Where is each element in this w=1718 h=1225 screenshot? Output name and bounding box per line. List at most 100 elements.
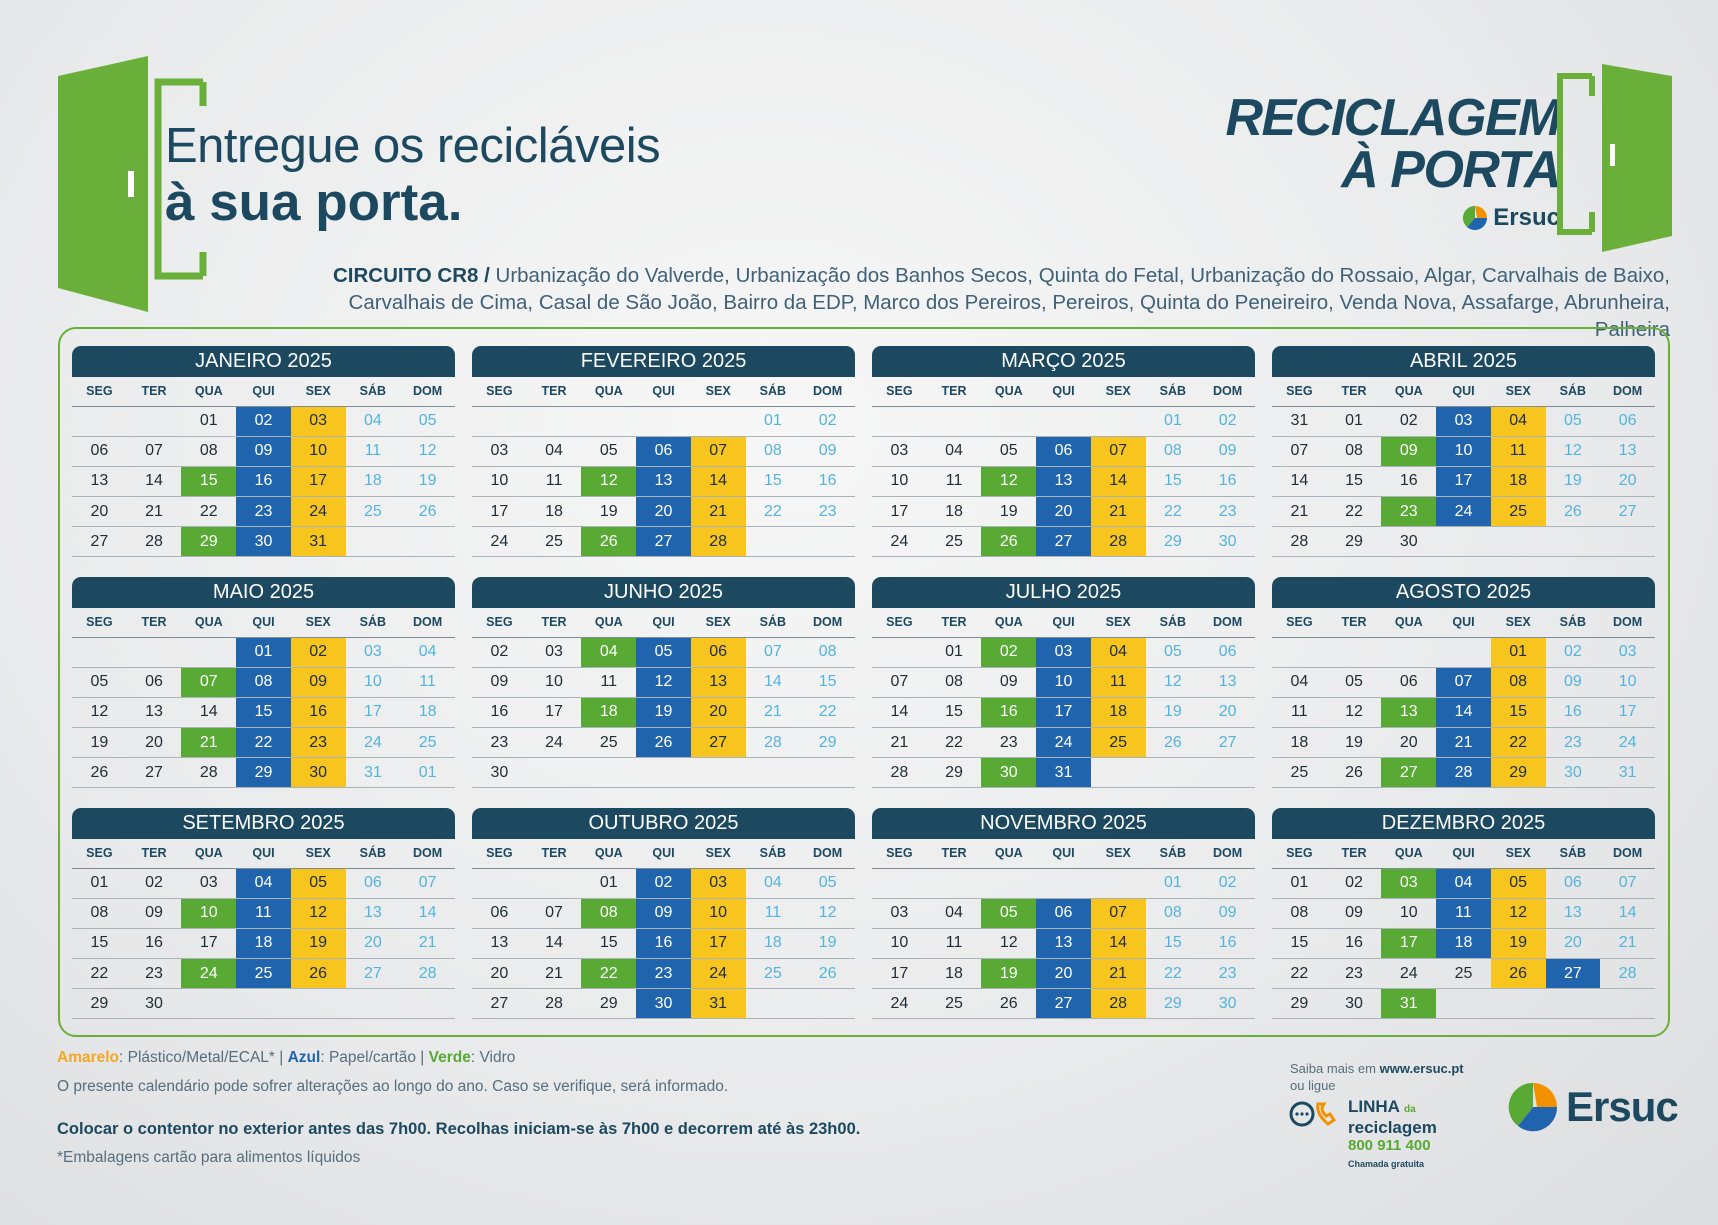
day-cell: 08 [181, 436, 237, 467]
day-cell [800, 988, 855, 1020]
day-cell: 14 [1272, 466, 1327, 498]
day-cell: 17 [1036, 697, 1091, 729]
day-number: 21 [545, 964, 563, 982]
week-row: 01 02 03 04 05 06 07 [1272, 868, 1655, 899]
day-cell: 23 [636, 958, 691, 990]
day-number: 01 [945, 643, 963, 661]
day-number: 10 [1454, 442, 1473, 460]
week-row: 01 02 03 04 05 [472, 868, 855, 899]
day-cell: 19 [636, 697, 691, 729]
day-number: 07 [199, 673, 218, 691]
day-number: 06 [1054, 904, 1073, 922]
day-cell: 26 [800, 958, 855, 990]
day-cell: 03 [872, 898, 927, 929]
day-cell: 15 [1490, 697, 1546, 729]
day-number: 01 [763, 412, 782, 430]
day-number: 25 [945, 994, 963, 1012]
day-cell [1036, 868, 1091, 899]
day-number: 13 [490, 934, 509, 952]
day-cell: 20 [1600, 466, 1655, 498]
day-number: 01 [254, 643, 273, 661]
day-number: 08 [1509, 673, 1528, 691]
day-cell: 20 [1545, 928, 1601, 960]
day-cell [1545, 526, 1601, 558]
day-number: 20 [1618, 472, 1637, 490]
weekday-header: SÁB [1145, 608, 1201, 638]
day-number: 14 [1454, 703, 1473, 721]
week-row: 10 11 12 13 14 15 16 [872, 466, 1255, 498]
day-number: 28 [418, 964, 437, 982]
day-cell [636, 406, 691, 437]
day-cell: 01 [400, 757, 455, 789]
day-cell [1272, 637, 1327, 668]
day-number: 15 [1509, 703, 1528, 721]
day-cell: 18 [1436, 928, 1491, 960]
day-cell: 13 [1036, 928, 1091, 960]
day-cell: 04 [1490, 406, 1546, 437]
day-number: 14 [199, 703, 218, 721]
day-cell: 20 [345, 928, 401, 960]
day-number: 30 [309, 763, 328, 781]
day-cell: 05 [1145, 637, 1201, 668]
day-cell: 21 [690, 496, 746, 528]
day-cell: 21 [872, 727, 927, 759]
headline-line1: Entregue os recicláveis [165, 119, 661, 173]
reciclagem-label: reciclagem [1348, 1118, 1437, 1137]
day-cell [472, 868, 527, 899]
day-number: 03 [363, 643, 382, 661]
week-row: 28 29 30 31 [872, 757, 1255, 789]
day-number: 09 [145, 904, 163, 922]
day-number: 09 [309, 673, 328, 691]
day-number: 10 [890, 472, 909, 490]
day-number: 04 [418, 643, 437, 661]
week-row: 03 04 05 06 07 08 09 [872, 898, 1255, 929]
day-cell: 22 [745, 496, 801, 528]
brand-line2: À PORTA [1341, 141, 1561, 199]
day-cell: 11 [1436, 898, 1491, 929]
day-cell: 23 [981, 727, 1037, 759]
day-cell: 11 [1490, 436, 1546, 467]
day-cell: 01 [72, 868, 127, 899]
day-cell: 26 [1326, 757, 1382, 789]
day-cell: 29 [800, 727, 855, 759]
day-cell: 01 [181, 406, 237, 437]
day-cell: 28 [526, 988, 582, 1020]
day-cell: 03 [690, 868, 746, 899]
day-number: 03 [1054, 643, 1073, 661]
day-number: 07 [1290, 442, 1309, 460]
day-number: 11 [1509, 442, 1527, 460]
day-number: 29 [90, 994, 109, 1012]
week-row: 27 28 29 30 31 [472, 988, 855, 1020]
day-number: 18 [945, 502, 963, 520]
day-number: 04 [945, 442, 963, 460]
day-number: 15 [1345, 472, 1363, 490]
day-number: 28 [709, 532, 728, 550]
day-number: 30 [654, 994, 673, 1012]
day-cell: 16 [472, 697, 527, 729]
day-cell: 05 [636, 637, 691, 668]
day-number: 16 [490, 703, 509, 721]
day-number: 23 [145, 964, 163, 982]
day-number: 25 [363, 502, 382, 520]
day-cell: 03 [472, 436, 527, 467]
day-number: 29 [1345, 532, 1363, 550]
day-cell: 10 [872, 466, 927, 498]
phone-number[interactable]: 800 911 400 [1348, 1137, 1431, 1154]
day-cell: 20 [72, 496, 127, 528]
day-cell: 30 [1200, 988, 1255, 1020]
day-number: 22 [599, 964, 618, 982]
day-cell: 08 [1326, 436, 1382, 467]
day-cell: 25 [926, 526, 982, 558]
day-cell: 02 [236, 406, 291, 437]
day-number: 13 [1054, 934, 1073, 952]
day-cell: 17 [1381, 928, 1437, 960]
day-cell: 24 [1600, 727, 1655, 759]
day-number: 21 [890, 733, 909, 751]
weekday-header: DOM [1600, 839, 1655, 869]
day-number: 18 [945, 964, 963, 982]
month-title: ABRIL 2025 [1272, 346, 1655, 377]
day-cell: 16 [290, 697, 346, 729]
day-cell: 10 [290, 436, 346, 467]
website-link[interactable]: www.ersuc.pt [1379, 1061, 1464, 1076]
day-number: 24 [363, 733, 382, 751]
